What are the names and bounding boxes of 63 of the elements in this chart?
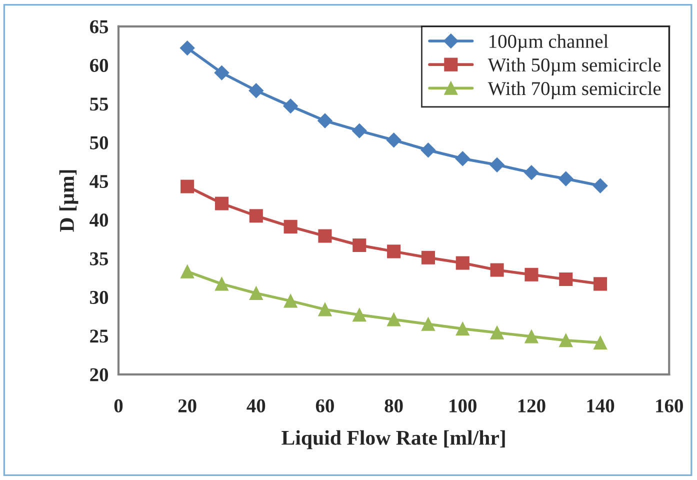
point: [249, 286, 263, 300]
point: [420, 142, 436, 158]
y-tick-label: 35: [90, 252, 108, 266]
point: [214, 65, 230, 80]
point: [524, 165, 539, 180]
point: [386, 132, 402, 148]
point: [318, 229, 332, 243]
point: [490, 157, 504, 172]
point: [594, 336, 608, 350]
point: [421, 250, 435, 264]
legend-label: With 70µm semicircle: [488, 81, 661, 100]
point: [318, 302, 332, 316]
point: [421, 317, 435, 331]
x-tick-label: 100: [450, 399, 476, 412]
y-tick-label: 50: [90, 136, 108, 150]
point: [318, 113, 332, 128]
point: [214, 196, 229, 210]
x-tick-label: 160: [656, 399, 683, 412]
point: [594, 277, 608, 291]
point: [284, 294, 298, 308]
point: [180, 264, 194, 278]
point: [559, 334, 573, 348]
point: [524, 330, 538, 344]
y-tick-label: 55: [90, 98, 108, 111]
y-tick-label: 25: [90, 330, 108, 343]
point: [524, 268, 538, 282]
point: [249, 209, 263, 223]
x-tick-label: 20: [178, 399, 196, 412]
point: [214, 277, 229, 291]
point: [490, 263, 504, 277]
y-tick-label: 30: [90, 290, 108, 304]
y-tick-label: 60: [90, 58, 108, 72]
y-axis-title: D [µm]: [59, 170, 78, 232]
x-tick-label: 80: [384, 399, 403, 412]
y-tick-label: 45: [90, 175, 108, 188]
point: [283, 98, 298, 114]
point: [248, 83, 264, 98]
x-tick-label: 0: [114, 399, 123, 412]
x-tick-label: 120: [518, 399, 546, 412]
x-tick-label: 140: [587, 399, 614, 412]
point: [558, 171, 574, 186]
point: [559, 272, 573, 286]
point: [284, 220, 298, 234]
y-tick-label: 40: [90, 214, 108, 227]
point: [387, 244, 401, 258]
x-axis-title: Liquid Flow Rate [ml/hr]: [282, 430, 505, 450]
point: [180, 40, 195, 56]
legend-label: With 50µm semicircle: [488, 58, 661, 76]
point: [456, 256, 470, 270]
point: [456, 322, 470, 336]
y-tick-label: 65: [90, 20, 108, 34]
x-tick-label: 60: [316, 399, 334, 412]
point: [455, 151, 470, 166]
point: [352, 123, 367, 138]
point: [490, 326, 504, 340]
point: [352, 238, 366, 252]
y-tick-label: 20: [90, 368, 108, 382]
point: [180, 180, 194, 194]
x-tick-label: 40: [246, 399, 266, 412]
point: [592, 178, 608, 194]
point: [387, 312, 401, 326]
point: [352, 308, 366, 322]
legend-label: 100µm channel: [490, 34, 608, 52]
